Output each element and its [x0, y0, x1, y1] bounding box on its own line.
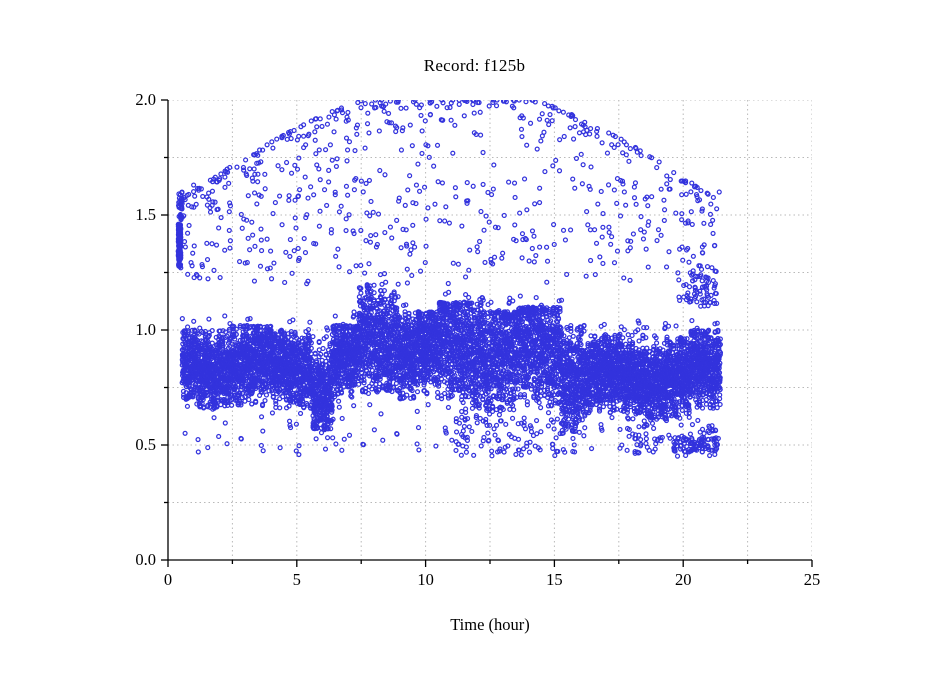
chart-title: Record: f125b [423, 56, 526, 75]
y-axis-tick-label: 1.0 [135, 320, 156, 339]
x-axis-tick-label: 10 [417, 570, 434, 589]
x-axis-tick-label: 25 [803, 570, 821, 589]
x-axis-tick-label: 5 [292, 570, 301, 589]
y-axis-tick-label: 1.5 [135, 205, 156, 224]
x-axis-tick-label: 15 [546, 570, 563, 589]
y-axis-tick-label: 2.0 [135, 90, 156, 109]
y-axis-tick-label: 0.5 [135, 435, 156, 454]
x-axis-title: Time (hour) [450, 615, 530, 634]
x-axis-tick-label: 20 [674, 570, 692, 589]
y-axis-tick-label: 0.0 [135, 550, 156, 569]
scatter-data-layer [175, 100, 724, 459]
plot-area: 0 5 10 15 20 25 0.0 0.5 1.0 1.5 2.0 [135, 90, 820, 589]
axes-layer [161, 99, 813, 567]
x-axis-tick-label: 0 [163, 570, 173, 589]
